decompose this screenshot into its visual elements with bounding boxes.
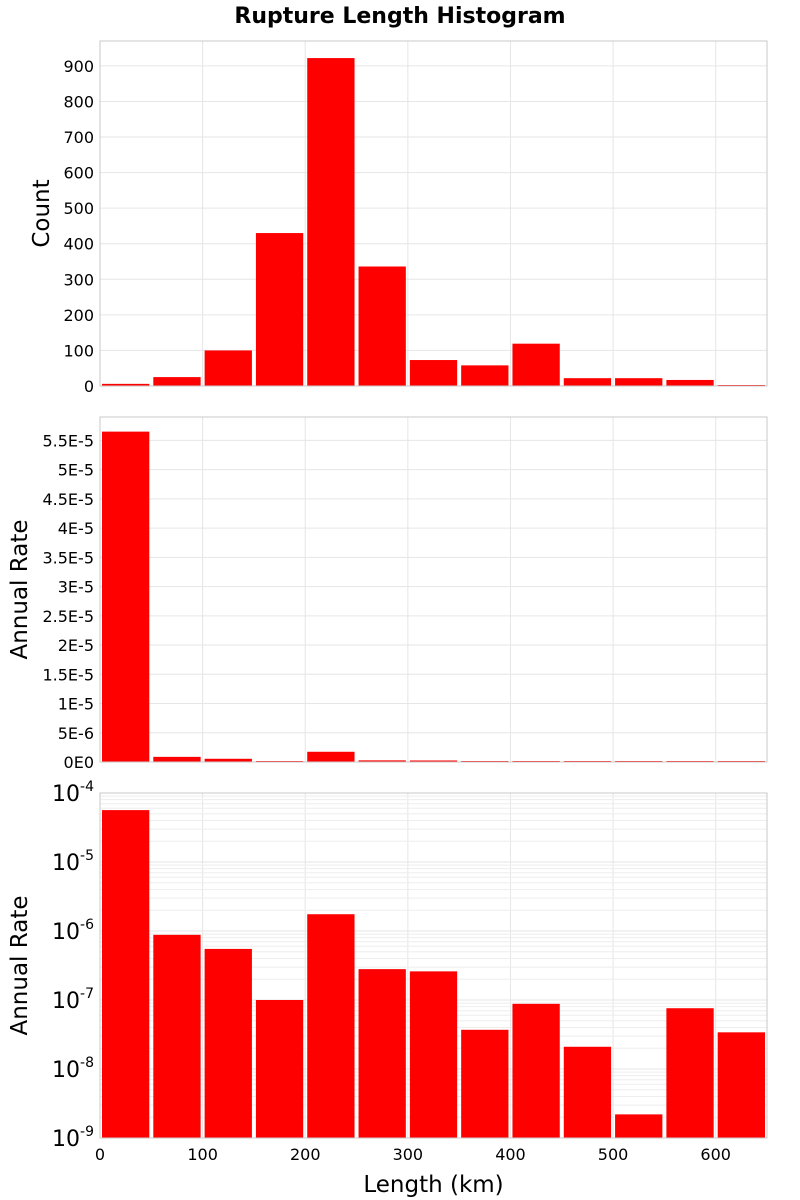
chart-title: Rupture Length Histogram (234, 4, 565, 29)
y-tick-label: 10-7 (52, 986, 94, 1014)
bar (563, 378, 612, 386)
bar (358, 266, 406, 386)
y-axis-label: Annual Rate (7, 896, 33, 1036)
bar (717, 1032, 765, 1138)
y-tick-label: 500 (63, 199, 94, 218)
bar (666, 379, 714, 386)
bar (102, 383, 150, 386)
y-axis-label: Annual Rate (7, 520, 33, 660)
bar (153, 756, 201, 762)
bar (563, 1046, 612, 1138)
bar (461, 1029, 509, 1138)
y-tick-label: 4E-5 (58, 519, 94, 538)
x-tick-label: 0 (95, 1145, 105, 1164)
bar (461, 365, 509, 386)
y-tick-label: 3.5E-5 (42, 548, 94, 567)
y-tick-label: 300 (63, 270, 94, 289)
bar (615, 1114, 663, 1138)
plot-frame (99, 416, 768, 763)
bar (153, 377, 201, 386)
bar (102, 810, 150, 1138)
bar (307, 751, 355, 762)
x-tick-label: 300 (393, 1145, 424, 1164)
x-tick-label: 100 (187, 1145, 218, 1164)
y-tick-label: 800 (63, 92, 94, 111)
y-tick-label: 2E-5 (58, 636, 94, 655)
y-tick-label: 3E-5 (58, 578, 94, 597)
y-tick-label: 10-6 (52, 917, 94, 945)
y-tick-label: 100 (63, 341, 94, 360)
bar (255, 1000, 304, 1138)
y-tick-label: 5.5E-5 (42, 431, 94, 450)
x-tick-label: 600 (700, 1145, 731, 1164)
bar (666, 1008, 714, 1138)
y-tick-label: 900 (63, 57, 94, 76)
bar (255, 233, 304, 386)
y-tick-label: 700 (63, 128, 94, 147)
bar (615, 378, 663, 386)
x-tick-label: 400 (495, 1145, 526, 1164)
plot-frame (99, 792, 768, 1139)
y-tick-label: 4.5E-5 (42, 490, 94, 509)
y-tick-label: 1E-5 (58, 695, 94, 714)
y-tick-label: 400 (63, 235, 94, 254)
y-tick-label: 600 (63, 164, 94, 183)
bar (153, 934, 201, 1138)
y-tick-label: 10-8 (52, 1055, 94, 1083)
bar (307, 58, 355, 386)
chart-panels: 0 100 200 300 400 500 600 700 800 900 Count 0E0 5E-6… (7, 40, 768, 1198)
y-tick-label: 10-9 (52, 1124, 94, 1152)
y-tick-label: 200 (63, 306, 94, 325)
bar (204, 758, 252, 762)
x-tick-label: 200 (290, 1145, 321, 1164)
panel-3: 10-9 10-8 10-7 10-6 10-5 10-4 Annual Rate 0 100 2… (7, 779, 768, 1198)
bar (512, 343, 560, 386)
panel-1: 0 100 200 300 400 500 600 700 800 900 Count (29, 40, 768, 396)
bar (358, 760, 406, 762)
x-tick-label: 500 (598, 1145, 629, 1164)
bar (358, 969, 406, 1138)
panel-2: 0E0 5E-6 1E-5 1.5E-5 2E-5 2.5E-5 3E-5 3.5E-5 4E-… (7, 416, 768, 772)
bar (102, 431, 150, 762)
y-tick-label: 10-5 (52, 848, 94, 876)
y-tick-label: 5E-5 (58, 461, 94, 480)
plot-frame (99, 40, 768, 387)
bar (204, 948, 252, 1138)
y-axis-label: Count (29, 179, 55, 247)
y-tick-label: 0E0 (64, 753, 94, 772)
bar (409, 360, 458, 386)
x-axis-label: Length (km) (363, 1172, 503, 1198)
bar (512, 1003, 560, 1138)
bar (307, 914, 355, 1138)
bar (204, 350, 252, 386)
y-tick-label: 5E-6 (58, 724, 94, 743)
bar (409, 760, 458, 762)
y-tick-label: 0 (84, 377, 94, 396)
bar (409, 971, 458, 1138)
y-tick-label: 1.5E-5 (42, 665, 94, 684)
y-tick-label: 2.5E-5 (42, 607, 94, 626)
y-tick-label: 10-4 (52, 779, 94, 807)
